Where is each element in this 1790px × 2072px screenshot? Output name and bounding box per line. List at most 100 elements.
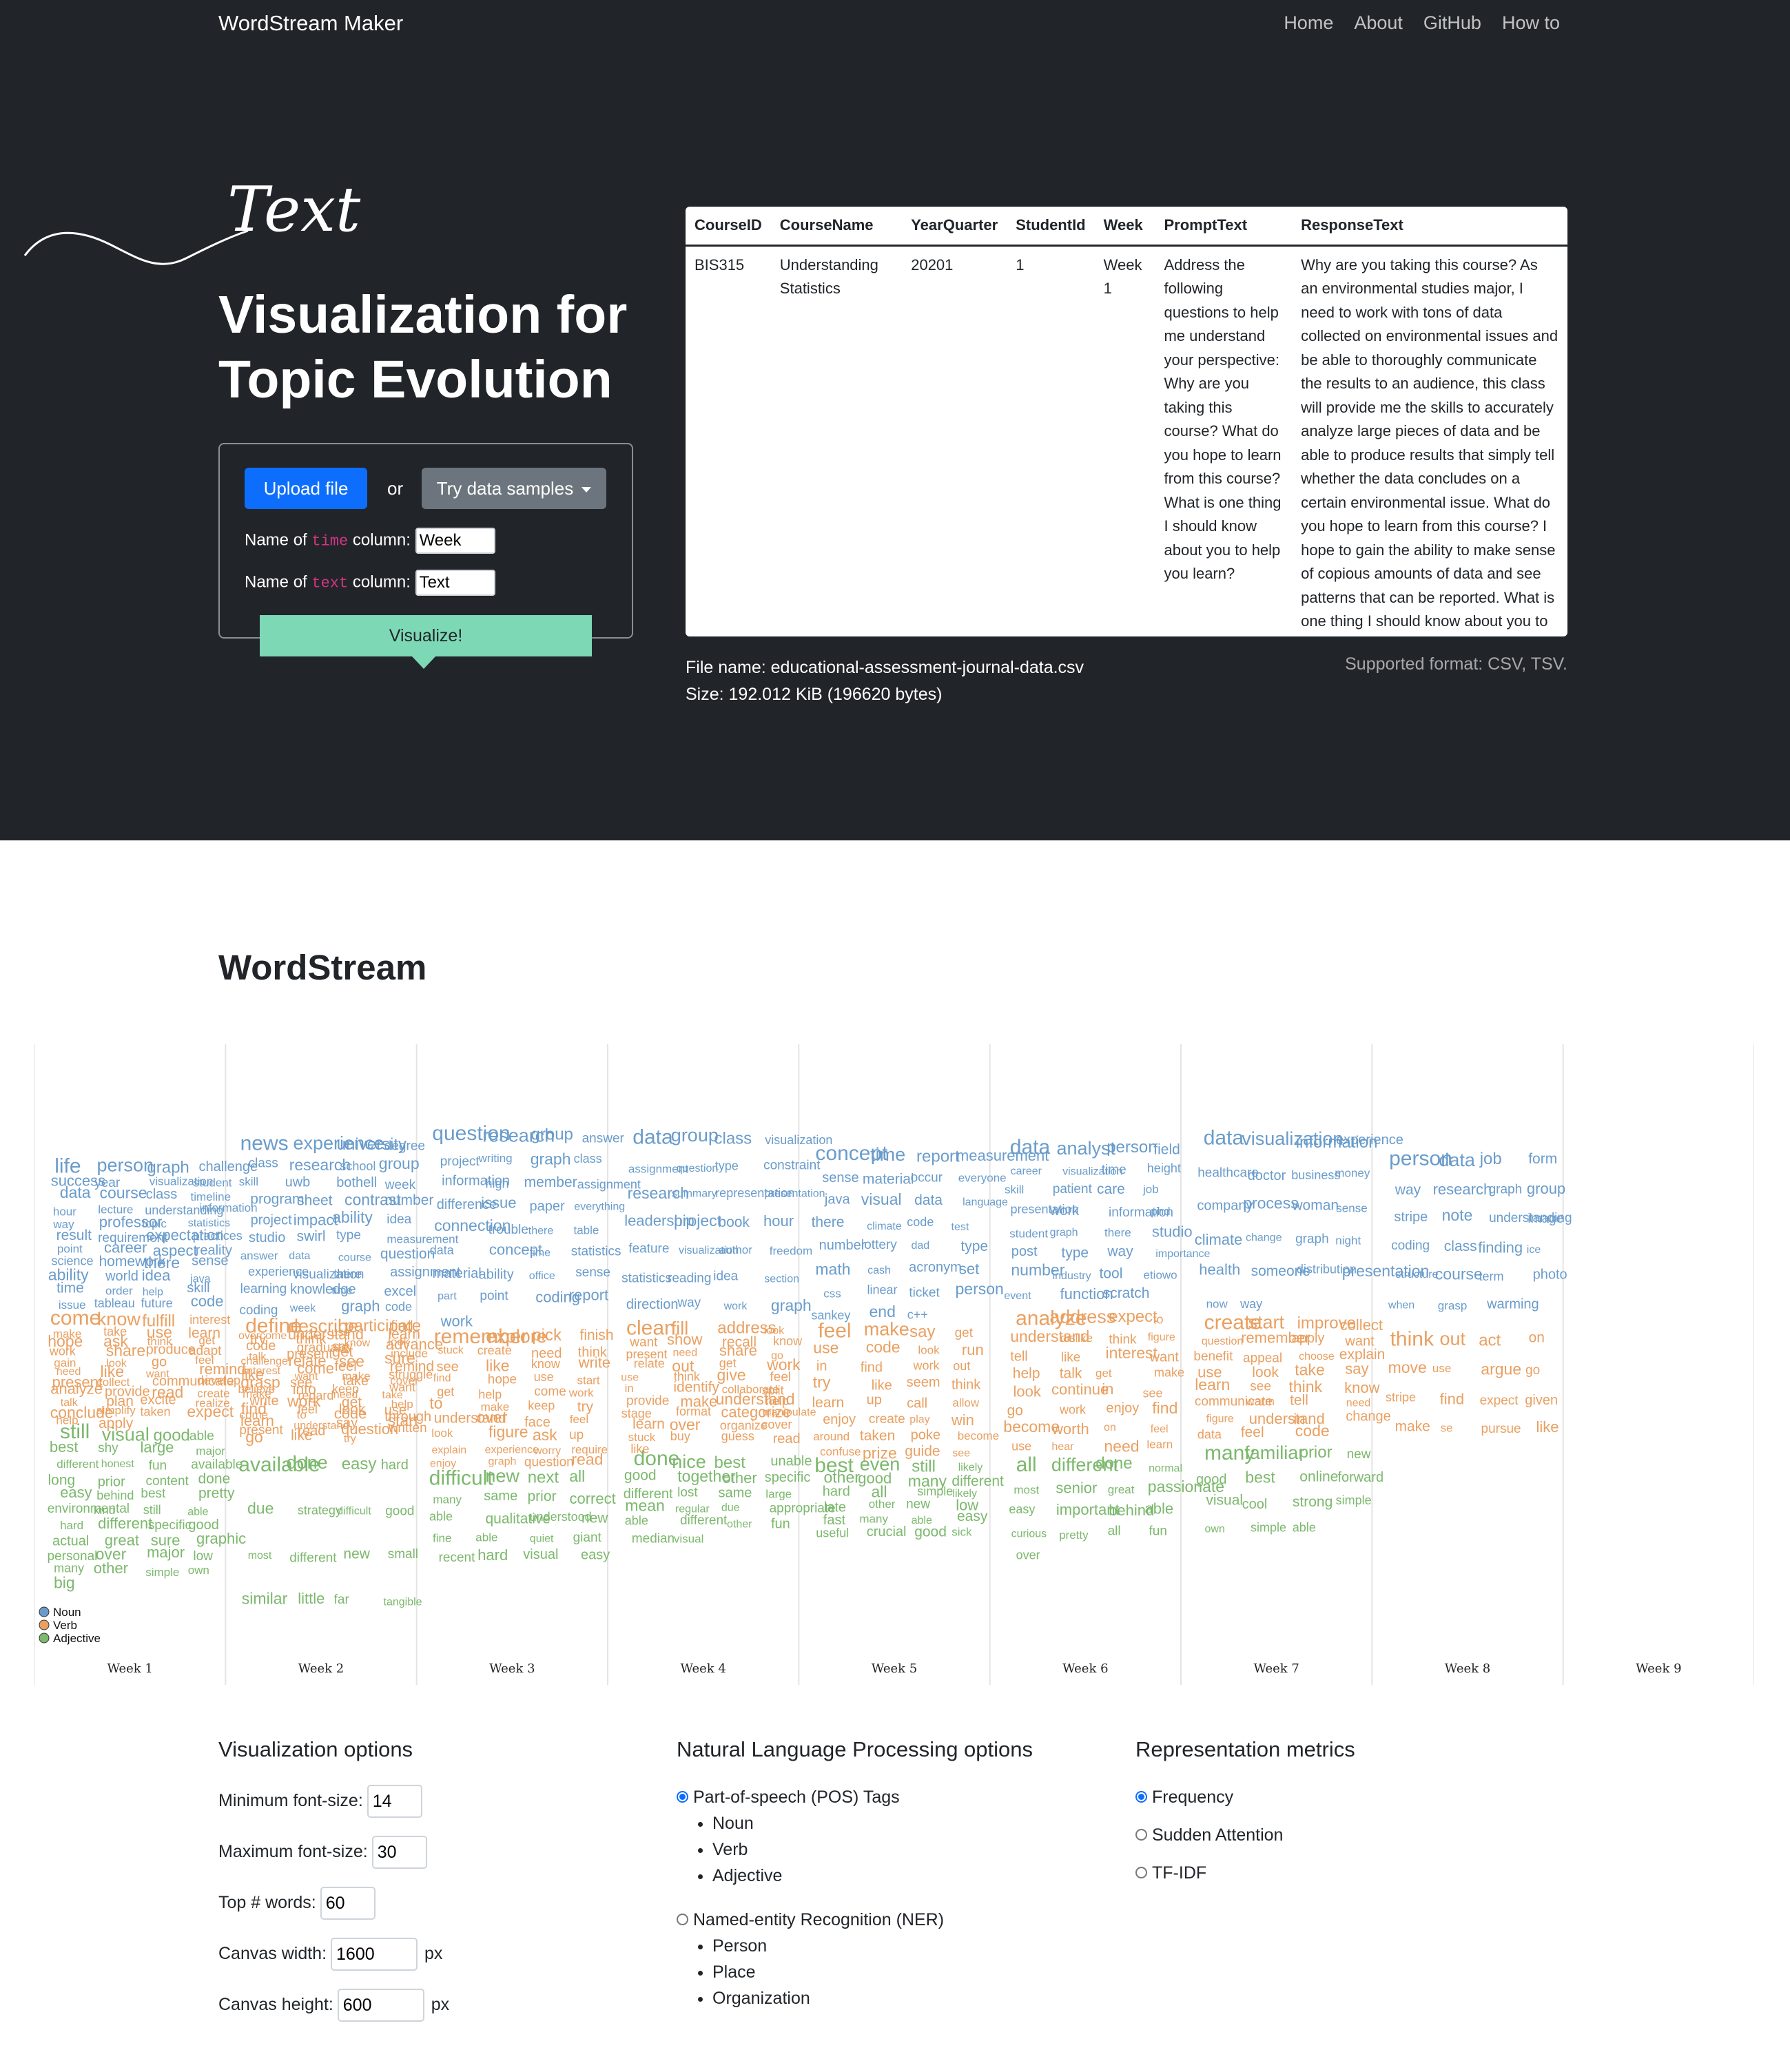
word-verb[interactable]: know xyxy=(531,1357,561,1371)
word-noun[interactable]: experience xyxy=(1336,1132,1403,1148)
word-noun[interactable]: life xyxy=(54,1155,81,1178)
word-adjective[interactable]: good xyxy=(385,1504,414,1519)
word-noun[interactable]: help xyxy=(143,1287,163,1298)
word-adjective[interactable]: many xyxy=(54,1562,84,1575)
word-adjective[interactable]: good xyxy=(858,1469,892,1486)
word-verb[interactable]: make xyxy=(1154,1366,1184,1380)
word-verb[interactable]: write xyxy=(578,1354,610,1371)
word-adjective[interactable]: good xyxy=(188,1517,219,1533)
word-verb[interactable]: feel xyxy=(1241,1424,1264,1440)
word-noun[interactable]: test xyxy=(951,1221,969,1233)
word-noun[interactable]: visualization xyxy=(150,1175,214,1188)
word-noun[interactable]: author xyxy=(719,1243,753,1256)
word-noun[interactable]: world xyxy=(105,1269,138,1284)
word-noun[interactable]: patient xyxy=(1053,1182,1093,1196)
word-noun[interactable]: feature xyxy=(628,1242,669,1256)
word-noun[interactable]: studio xyxy=(249,1230,285,1245)
word-adjective[interactable]: still xyxy=(143,1503,161,1517)
word-verb[interactable]: organize xyxy=(720,1418,768,1432)
word-noun[interactable]: knowledge xyxy=(290,1282,356,1297)
word-noun[interactable]: visualization xyxy=(765,1133,832,1147)
metric-option[interactable]: Sudden Attention xyxy=(1135,1822,1355,1860)
word-noun[interactable]: health xyxy=(1199,1261,1240,1278)
word-verb[interactable]: out xyxy=(1440,1328,1466,1349)
word-noun[interactable]: job xyxy=(1479,1150,1502,1168)
word-noun[interactable]: information xyxy=(1296,1133,1378,1152)
word-verb[interactable]: become xyxy=(958,1429,999,1442)
word-adjective[interactable]: great xyxy=(105,1531,139,1548)
word-adjective[interactable]: fine xyxy=(433,1531,451,1544)
word-verb[interactable]: find xyxy=(1152,1399,1177,1417)
word-noun[interactable]: work xyxy=(1049,1203,1080,1219)
word-noun[interactable]: data xyxy=(1010,1136,1051,1159)
word-verb[interactable]: want xyxy=(1344,1334,1375,1349)
word-adjective[interactable]: strong xyxy=(1293,1494,1333,1510)
word-verb[interactable]: make xyxy=(342,1370,371,1383)
word-verb[interactable]: to xyxy=(429,1394,442,1412)
word-verb[interactable]: share xyxy=(719,1342,757,1359)
word-verb[interactable]: use xyxy=(331,1326,350,1339)
word-noun[interactable]: sheet xyxy=(297,1193,333,1209)
word-verb[interactable]: play xyxy=(909,1414,929,1426)
word-noun[interactable]: occur xyxy=(911,1171,943,1185)
word-noun[interactable]: climate xyxy=(867,1221,902,1232)
word-adjective[interactable]: done xyxy=(198,1471,231,1486)
word-noun[interactable]: there xyxy=(528,1225,554,1237)
word-verb[interactable]: identify xyxy=(673,1379,719,1395)
word-noun[interactable]: school xyxy=(340,1159,376,1173)
nav-link-home[interactable]: Home xyxy=(1284,12,1334,33)
word-noun[interactable]: report xyxy=(569,1286,608,1303)
word-adjective[interactable]: low xyxy=(193,1549,213,1564)
word-noun[interactable]: class xyxy=(249,1157,278,1171)
word-noun[interactable]: concept xyxy=(489,1241,542,1258)
word-adjective[interactable]: familiar xyxy=(1244,1442,1304,1463)
word-adjective[interactable]: graphic xyxy=(196,1530,246,1547)
word-noun[interactable]: time xyxy=(530,1247,551,1258)
word-verb[interactable]: need xyxy=(673,1347,698,1359)
option-input[interactable] xyxy=(331,1938,418,1971)
word-verb[interactable]: feel xyxy=(298,1402,318,1416)
word-verb[interactable]: come xyxy=(297,1360,334,1377)
word-adjective[interactable]: visual xyxy=(674,1533,703,1546)
word-verb[interactable]: taken xyxy=(860,1428,895,1444)
word-verb[interactable]: like xyxy=(1536,1418,1559,1436)
word-noun[interactable]: night xyxy=(1335,1234,1361,1247)
word-noun[interactable]: answer xyxy=(582,1131,625,1146)
word-noun[interactable]: point xyxy=(480,1289,508,1303)
word-noun[interactable]: material xyxy=(863,1172,914,1188)
word-verb[interactable]: want xyxy=(389,1380,415,1394)
word-adjective[interactable]: many xyxy=(433,1493,462,1506)
word-verb[interactable]: use xyxy=(813,1339,839,1357)
word-verb[interactable]: appeal xyxy=(1243,1351,1282,1366)
word-noun[interactable]: someone xyxy=(1251,1263,1310,1279)
word-verb[interactable]: think xyxy=(296,1332,327,1347)
word-verb[interactable]: simplify xyxy=(96,1404,136,1417)
word-noun[interactable]: money xyxy=(1335,1166,1370,1179)
word-verb[interactable]: fulfill xyxy=(142,1312,175,1330)
word-noun[interactable]: climate xyxy=(1195,1231,1243,1248)
word-noun[interactable]: ability xyxy=(479,1267,514,1282)
word-verb[interactable]: learn xyxy=(1195,1376,1230,1394)
word-noun[interactable]: way xyxy=(677,1296,701,1310)
word-noun[interactable]: process xyxy=(1243,1194,1299,1212)
word-adjective[interactable]: best xyxy=(50,1438,79,1455)
option-input[interactable] xyxy=(371,1836,427,1869)
word-verb[interactable]: pursue xyxy=(1481,1422,1521,1436)
word-noun[interactable]: statistics xyxy=(621,1271,672,1285)
word-noun[interactable]: post xyxy=(1011,1244,1038,1259)
word-noun[interactable]: statistics xyxy=(188,1218,230,1230)
word-noun[interactable]: time xyxy=(1102,1163,1127,1177)
word-noun[interactable]: person xyxy=(1107,1138,1157,1157)
word-verb[interactable]: understand xyxy=(288,1326,364,1343)
word-noun[interactable]: importance xyxy=(1155,1248,1210,1260)
word-verb[interactable]: overcome xyxy=(238,1330,287,1342)
word-noun[interactable]: analyst xyxy=(1057,1138,1116,1159)
word-verb[interactable]: talk xyxy=(61,1397,79,1409)
word-verb[interactable]: use xyxy=(1011,1440,1031,1453)
word-verb[interactable]: adapt xyxy=(189,1344,222,1358)
word-adjective[interactable]: online xyxy=(1299,1469,1338,1485)
word-verb[interactable]: continue xyxy=(1051,1381,1109,1398)
word-adjective[interactable]: able xyxy=(475,1531,497,1544)
word-noun[interactable]: person xyxy=(956,1280,1004,1298)
word-noun[interactable]: assignment xyxy=(390,1265,461,1280)
